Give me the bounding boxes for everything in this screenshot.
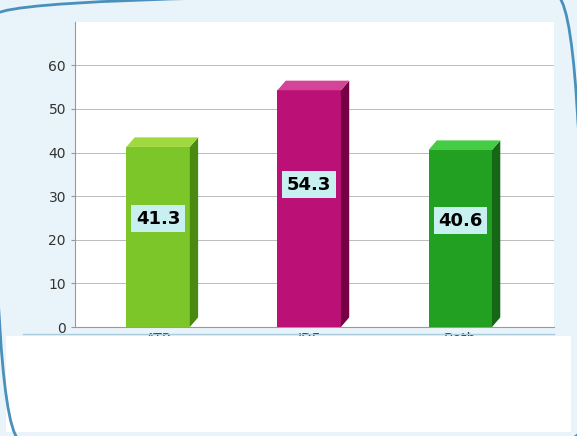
Text: Prevalence of metabolic syndrome based on ATP, IDF
and both criteria.: Prevalence of metabolic syndrome based o… [153, 372, 467, 400]
Polygon shape [126, 137, 198, 147]
Text: 40.6: 40.6 [438, 212, 482, 230]
Polygon shape [126, 147, 190, 327]
Polygon shape [429, 140, 500, 150]
Polygon shape [190, 137, 198, 327]
Polygon shape [341, 81, 349, 327]
Polygon shape [492, 140, 500, 327]
Polygon shape [278, 81, 349, 90]
Text: Figure 1: Figure 1 [50, 388, 108, 401]
Text: 41.3: 41.3 [136, 210, 180, 228]
Text: 54.3: 54.3 [287, 176, 331, 194]
Polygon shape [429, 150, 492, 327]
Polygon shape [278, 90, 341, 327]
